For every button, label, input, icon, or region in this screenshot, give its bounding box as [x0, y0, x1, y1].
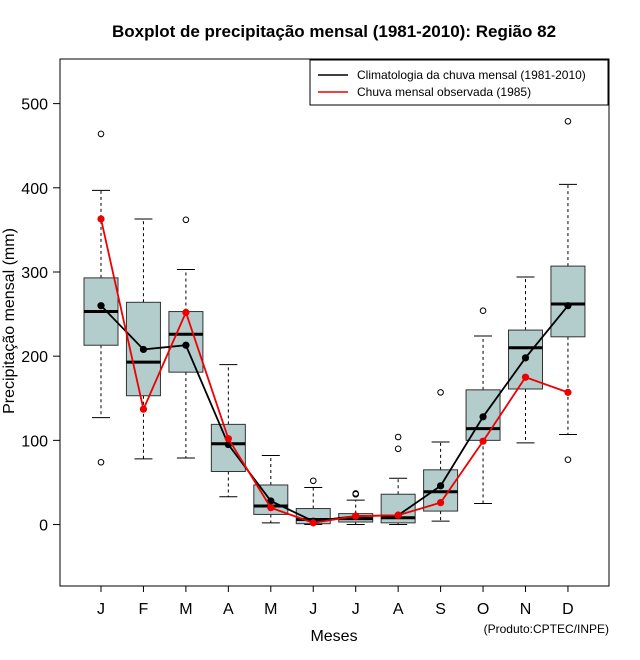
- x-tick-label: O: [477, 601, 489, 618]
- series-point: [267, 504, 275, 512]
- series-point: [97, 215, 105, 223]
- y-tick-label: 300: [21, 265, 48, 282]
- outlier-point: [97, 458, 105, 466]
- x-tick-label: D: [562, 601, 574, 618]
- series-observed: [97, 215, 572, 527]
- x-tick-label: A: [223, 601, 234, 618]
- box-1: [83, 130, 119, 466]
- x-tick-label: F: [139, 601, 149, 618]
- x-tick-label: S: [435, 601, 446, 618]
- outlier-point: [97, 130, 105, 138]
- x-tick-label: N: [520, 601, 532, 618]
- series-point: [267, 497, 275, 505]
- series-point: [394, 511, 402, 519]
- chart-title: Boxplot de precipitação mensal (1981-201…: [112, 22, 556, 41]
- outlier-point: [394, 445, 402, 453]
- box-2: [125, 218, 161, 460]
- outlier-point: [309, 477, 317, 485]
- series-point: [139, 345, 148, 354]
- legend-label-observed: Chuva mensal observada (1985): [357, 85, 531, 99]
- series-point: [564, 302, 572, 310]
- series-point: [97, 302, 105, 310]
- x-tick-label: J: [97, 601, 105, 618]
- x-axis-label: Meses: [310, 628, 357, 645]
- y-tick-label: 500: [21, 97, 48, 114]
- x-tick-label: M: [179, 601, 192, 618]
- box-10: [465, 307, 501, 504]
- series-point: [479, 437, 487, 445]
- series-point: [182, 308, 190, 316]
- box-iqr: [550, 265, 586, 338]
- y-tick-label: 100: [21, 433, 48, 450]
- series-point: [352, 512, 360, 520]
- outlier-point: [479, 307, 487, 315]
- y-tick-label: 0: [39, 518, 48, 535]
- outlier-point: [394, 433, 402, 441]
- series-point: [479, 413, 487, 421]
- series-point: [521, 373, 530, 381]
- legend-label-climatology: Climatologia da chuva mensal (1981-2010): [357, 68, 586, 82]
- outlier-point: [564, 117, 572, 125]
- box-12: [550, 117, 586, 464]
- series-layer: [97, 215, 572, 527]
- series-point: [564, 388, 572, 396]
- outlier-point: [352, 490, 360, 498]
- legend-box: [309, 59, 609, 106]
- y-tick-label: 200: [21, 349, 48, 366]
- axes-layer: 0 100 200 300 400 500 J F M A M J J A S O N D: [21, 97, 573, 618]
- y-tick-label: 400: [21, 181, 48, 198]
- legend: Climatologia da chuva mensal (1981-2010)…: [309, 59, 609, 106]
- series-line: [100, 218, 569, 524]
- outlier-point: [182, 216, 190, 224]
- series-point: [139, 405, 148, 413]
- outlier-point: [437, 389, 444, 396]
- series-point: [437, 482, 445, 490]
- x-tick-label: M: [264, 601, 277, 618]
- series-point: [224, 435, 232, 443]
- outlier-point: [564, 456, 572, 464]
- x-tick-label: J: [309, 601, 317, 618]
- series-point: [437, 499, 445, 507]
- y-axis-label: Precipitação mensal (mm): [1, 228, 18, 414]
- series-point: [309, 519, 317, 527]
- box-6: [295, 477, 331, 526]
- box-4: [210, 364, 246, 498]
- series-point: [521, 354, 530, 362]
- credit-text: (Produto:CPTEC/INPE): [484, 622, 609, 636]
- boxes-layer: [83, 117, 586, 526]
- x-tick-label: A: [393, 601, 404, 618]
- series-point: [182, 341, 190, 349]
- x-tick-label: J: [352, 601, 360, 618]
